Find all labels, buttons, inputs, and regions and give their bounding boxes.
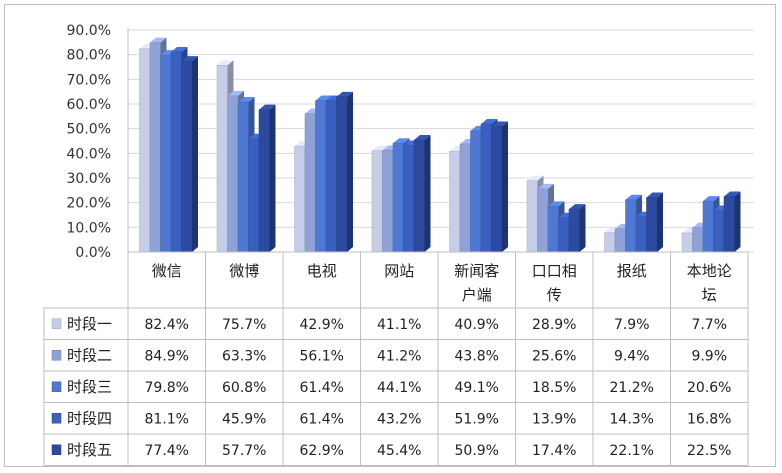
category-label: 微信: [152, 262, 182, 280]
data-label: 77.4%: [145, 443, 189, 459]
data-label: 57.7%: [222, 443, 266, 459]
data-label: 7.9%: [614, 317, 650, 333]
y-tick-label: 50.0%: [67, 122, 111, 138]
legend-label: 时段三: [67, 378, 112, 396]
data-label: 82.4%: [145, 317, 189, 333]
category-label: 微博: [229, 262, 259, 280]
y-tick-label: 20.0%: [67, 196, 111, 212]
bar: [258, 104, 276, 253]
legend-label: 时段五: [67, 441, 112, 459]
data-label: 60.8%: [222, 380, 266, 396]
bar: [413, 135, 431, 253]
data-label: 45.4%: [377, 443, 421, 459]
data-label: 17.4%: [532, 443, 576, 459]
legend-key: [51, 381, 62, 392]
data-label: 18.5%: [532, 380, 576, 396]
data-label: 62.9%: [300, 443, 344, 459]
data-label: 61.4%: [300, 411, 344, 427]
data-label: 22.5%: [687, 443, 731, 459]
category-label: 口口相: [532, 262, 577, 280]
data-label: 51.9%: [455, 411, 499, 427]
data-label: 75.7%: [222, 317, 266, 333]
bar: [568, 204, 586, 253]
data-label: 50.9%: [455, 443, 499, 459]
data-label: 56.1%: [300, 348, 344, 364]
data-label: 25.6%: [532, 348, 576, 364]
y-tick-label: 0.0%: [75, 245, 111, 261]
data-label: 9.9%: [691, 348, 727, 364]
bar: [491, 121, 508, 253]
data-label: 40.9%: [455, 317, 499, 333]
legend-key: [51, 318, 62, 329]
bar: [646, 192, 663, 253]
chart-frame: [4, 4, 776, 467]
data-label: 28.9%: [532, 317, 576, 333]
legend-key: [51, 413, 62, 424]
data-label: 21.2%: [610, 380, 654, 396]
category-label: 报纸: [617, 262, 647, 280]
data-label: 45.9%: [222, 411, 266, 427]
data-label: 79.8%: [145, 380, 189, 396]
category-label: 新闻客: [454, 262, 499, 280]
y-tick-label: 70.0%: [67, 72, 111, 88]
data-label: 13.9%: [532, 411, 576, 427]
data-label: 42.9%: [300, 317, 344, 333]
data-label: 9.4%: [614, 348, 650, 364]
y-tick-label: 60.0%: [67, 97, 111, 113]
legend-label: 时段二: [67, 346, 112, 364]
data-label: 41.2%: [377, 348, 421, 364]
data-label: 22.1%: [610, 443, 654, 459]
data-label: 43.8%: [455, 348, 499, 364]
y-tick-label: 90.0%: [67, 23, 111, 39]
y-tick-label: 10.0%: [67, 220, 111, 236]
data-label: 61.4%: [300, 380, 344, 396]
legend-key: [51, 444, 62, 455]
data-label: 49.1%: [455, 380, 499, 396]
category-label: 户端: [462, 286, 492, 304]
data-label: 84.9%: [145, 348, 189, 364]
data-label: 63.3%: [222, 348, 266, 364]
data-label: 7.7%: [691, 317, 727, 333]
y-tick-label: 30.0%: [67, 171, 111, 187]
bar: [723, 191, 741, 253]
y-tick-label: 80.0%: [67, 48, 111, 64]
data-label: 81.1%: [145, 411, 189, 427]
y-tick-label: 40.0%: [67, 146, 111, 162]
category-label: 电视: [307, 262, 337, 280]
data-label: 20.6%: [687, 380, 731, 396]
data-label: 41.1%: [377, 317, 421, 333]
legend-label: 时段一: [67, 315, 112, 333]
data-label: 43.2%: [377, 411, 421, 427]
category-label: 本地论: [687, 262, 732, 280]
data-label: 44.1%: [377, 380, 421, 396]
data-label: 16.8%: [687, 411, 731, 427]
category-label: 网站: [384, 262, 414, 280]
category-label: 坛: [702, 286, 717, 304]
data-label: 14.3%: [610, 411, 654, 427]
bar: [336, 91, 353, 253]
legend-label: 时段四: [67, 409, 112, 427]
category-label: 传: [547, 286, 562, 304]
bar: [181, 56, 198, 253]
legend-key: [51, 350, 62, 361]
